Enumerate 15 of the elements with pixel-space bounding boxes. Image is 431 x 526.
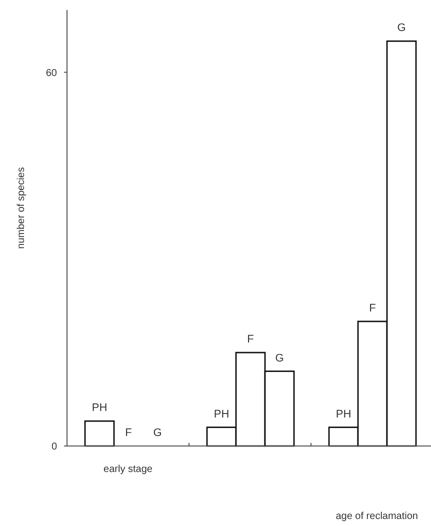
bar bbox=[84, 420, 115, 447]
y-tick-label: 60 bbox=[46, 68, 58, 79]
text: PH bbox=[336, 408, 352, 420]
y-axis-title: number of species bbox=[16, 167, 27, 249]
series-label: PH bbox=[92, 402, 108, 414]
series-label: F bbox=[247, 334, 254, 346]
x-tick-label: early stage bbox=[104, 464, 153, 475]
text: G bbox=[397, 22, 406, 34]
text: F bbox=[125, 427, 132, 439]
text: F bbox=[369, 302, 376, 314]
text: PH bbox=[214, 408, 230, 420]
text: age of reclamation bbox=[336, 511, 418, 522]
series-label: G bbox=[275, 352, 284, 364]
text: G bbox=[153, 427, 162, 439]
y-tick-label: 0 bbox=[51, 442, 58, 452]
